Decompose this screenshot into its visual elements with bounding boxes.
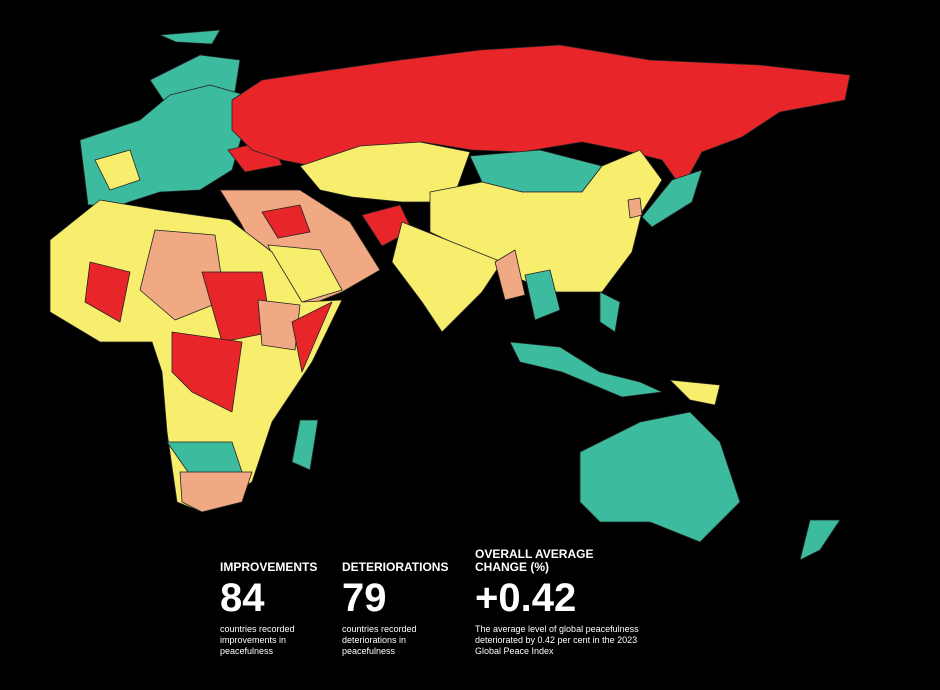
region — [799, 519, 841, 561]
stat-value: +0.42 — [475, 576, 577, 620]
region — [171, 331, 243, 413]
region — [494, 249, 526, 301]
stat-value: 79 — [342, 576, 387, 620]
region — [139, 229, 226, 321]
stat-description: countries recorded improvements in peace… — [220, 624, 295, 656]
stat-block: IMPROVEMENTS 84 countries recorded impro… — [220, 548, 320, 657]
stat-description: The average level of global peacefulness… — [475, 624, 639, 656]
region — [391, 221, 503, 333]
region — [641, 169, 703, 228]
region — [291, 419, 319, 471]
region — [291, 301, 333, 373]
stat-label: IMPROVEMENTS — [220, 560, 318, 574]
stat-description: countries recorded deteriorations in pea… — [342, 624, 417, 656]
region — [257, 299, 301, 351]
region — [84, 261, 131, 323]
region — [669, 379, 721, 406]
stat-label: DETERIORATIONS — [342, 560, 449, 574]
region — [599, 291, 621, 333]
region — [159, 29, 221, 45]
stat-block: DETERIORATIONS 79 countries recorded det… — [342, 548, 457, 657]
stat-block: OVERALL AVERAGE CHANGE (%) +0.42 The ave… — [475, 548, 650, 657]
region — [627, 197, 643, 219]
region — [94, 149, 141, 191]
stat-value: 84 — [220, 576, 265, 620]
region — [261, 204, 311, 239]
stat-label: OVERALL AVERAGE CHANGE (%) — [475, 547, 594, 574]
region — [579, 411, 741, 543]
region — [179, 471, 253, 513]
region — [524, 269, 561, 321]
region — [509, 341, 663, 398]
region — [79, 84, 246, 206]
